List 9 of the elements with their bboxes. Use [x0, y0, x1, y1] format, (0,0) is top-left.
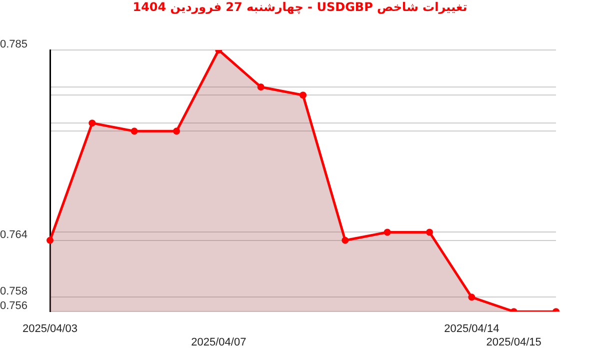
y-tick-label: 0.785: [0, 38, 28, 51]
x-tick-label: 2025/04/14: [444, 323, 500, 336]
x-tick-label: 2025/04/07: [191, 336, 246, 348]
chart-title: تغییرات شاخص USDGBP - چهارشنبه 27 فروردین 1404: [132, 0, 468, 16]
x-tick-label: 2025/04/15: [486, 336, 542, 348]
x-tick-label: 2025/04/03: [22, 323, 78, 336]
y-tick-label: 0.756: [0, 300, 28, 312]
y-tick-label: 0.758: [0, 286, 28, 298]
y-tick-label: 0.764: [0, 228, 28, 241]
